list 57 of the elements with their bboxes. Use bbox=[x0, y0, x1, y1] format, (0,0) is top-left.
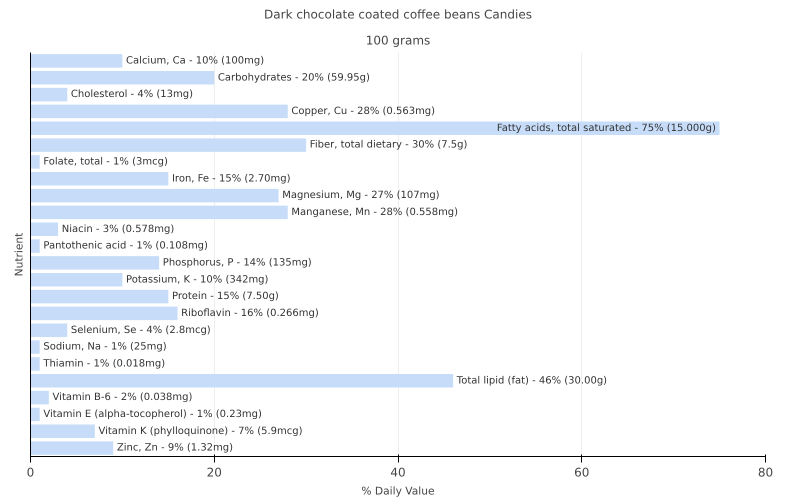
category-label: Magnesium, Mg - 27% (107mg) bbox=[282, 190, 440, 202]
bar bbox=[30, 71, 214, 84]
bar bbox=[30, 138, 306, 152]
bar bbox=[30, 122, 720, 135]
bar bbox=[30, 306, 178, 320]
bar bbox=[30, 88, 68, 102]
category-label: Carbohydrates - 20% (59.95g) bbox=[218, 72, 370, 84]
category-label: Calcium, Ca - 10% (100mg) bbox=[126, 55, 264, 66]
x-tick-label: 40 bbox=[390, 466, 406, 480]
bar bbox=[30, 222, 58, 236]
category-label: Protein - 15% (7.50g) bbox=[172, 291, 279, 302]
category-label: Vitamin K (phylloquinone) - 7% (5.9mcg) bbox=[98, 426, 303, 437]
x-tick-label: 0 bbox=[26, 466, 34, 480]
category-label: Copper, Cu - 28% (0.563mg) bbox=[291, 106, 436, 117]
bar bbox=[30, 155, 40, 169]
bar bbox=[30, 104, 288, 118]
category-label: Folate, total - 1% (3mcg) bbox=[43, 156, 168, 168]
category-label: Iron, Fe - 15% (2.70mg) bbox=[172, 173, 291, 184]
category-label: Cholesterol - 4% (13mg) bbox=[70, 89, 194, 100]
category-label: Fatty acids, total saturated - 75% (15.000g) bbox=[496, 122, 716, 134]
y-axis-title: Nutrient bbox=[12, 232, 26, 276]
bar bbox=[30, 188, 279, 202]
bar bbox=[30, 424, 95, 438]
x-tick-label: 60 bbox=[574, 466, 590, 480]
category-label: Potassium, K - 10% (342mg) bbox=[126, 274, 268, 286]
bar bbox=[30, 172, 168, 186]
bar bbox=[30, 408, 40, 422]
category-label: Phosphorus, P - 14% (135mg) bbox=[162, 257, 312, 268]
category-label: Vitamin B-6 - 2% (0.038mg) bbox=[52, 392, 192, 404]
category-label: Vitamin E (alpha-tocopherol) - 1% (0.23mg) bbox=[43, 408, 262, 420]
bar bbox=[30, 256, 160, 270]
chart-subtitle: 100 grams bbox=[366, 34, 430, 48]
category-label: Zinc, Zn - 9% (1.32mg) bbox=[116, 442, 234, 454]
bar bbox=[30, 441, 114, 455]
category-label: Total lipid (fat) - 46% (30.00g) bbox=[456, 375, 608, 386]
category-label: Selenium, Se - 4% (2.8mcg) bbox=[70, 324, 211, 336]
category-label: Manganese, Mn - 28% (0.558mg) bbox=[291, 206, 458, 218]
category-label: Thiamin - 1% (0.018mg) bbox=[43, 358, 166, 370]
category-label: Fiber, total dietary - 30% (7.5g) bbox=[310, 140, 468, 151]
x-tick-label: 20 bbox=[206, 466, 222, 480]
x-axis-title: % Daily Value bbox=[361, 484, 435, 498]
bar bbox=[30, 340, 40, 354]
bar bbox=[30, 206, 288, 220]
bar bbox=[30, 54, 122, 68]
category-label: Riboflavin - 16% (0.266mg) bbox=[181, 308, 319, 319]
bar bbox=[30, 239, 40, 253]
chart-title: Dark chocolate coated coffee beans Candies bbox=[264, 8, 532, 22]
bar bbox=[30, 390, 49, 404]
bar bbox=[30, 273, 122, 286]
x-tick-label: 80 bbox=[758, 466, 774, 480]
bar bbox=[30, 357, 40, 371]
category-label: Pantothenic acid - 1% (0.108mg) bbox=[43, 240, 208, 252]
bar bbox=[30, 290, 168, 304]
category-label: Sodium, Na - 1% (25mg) bbox=[43, 342, 167, 353]
bar bbox=[30, 324, 68, 337]
category-label: Niacin - 3% (0.578mg) bbox=[62, 224, 174, 235]
bar bbox=[30, 374, 454, 388]
